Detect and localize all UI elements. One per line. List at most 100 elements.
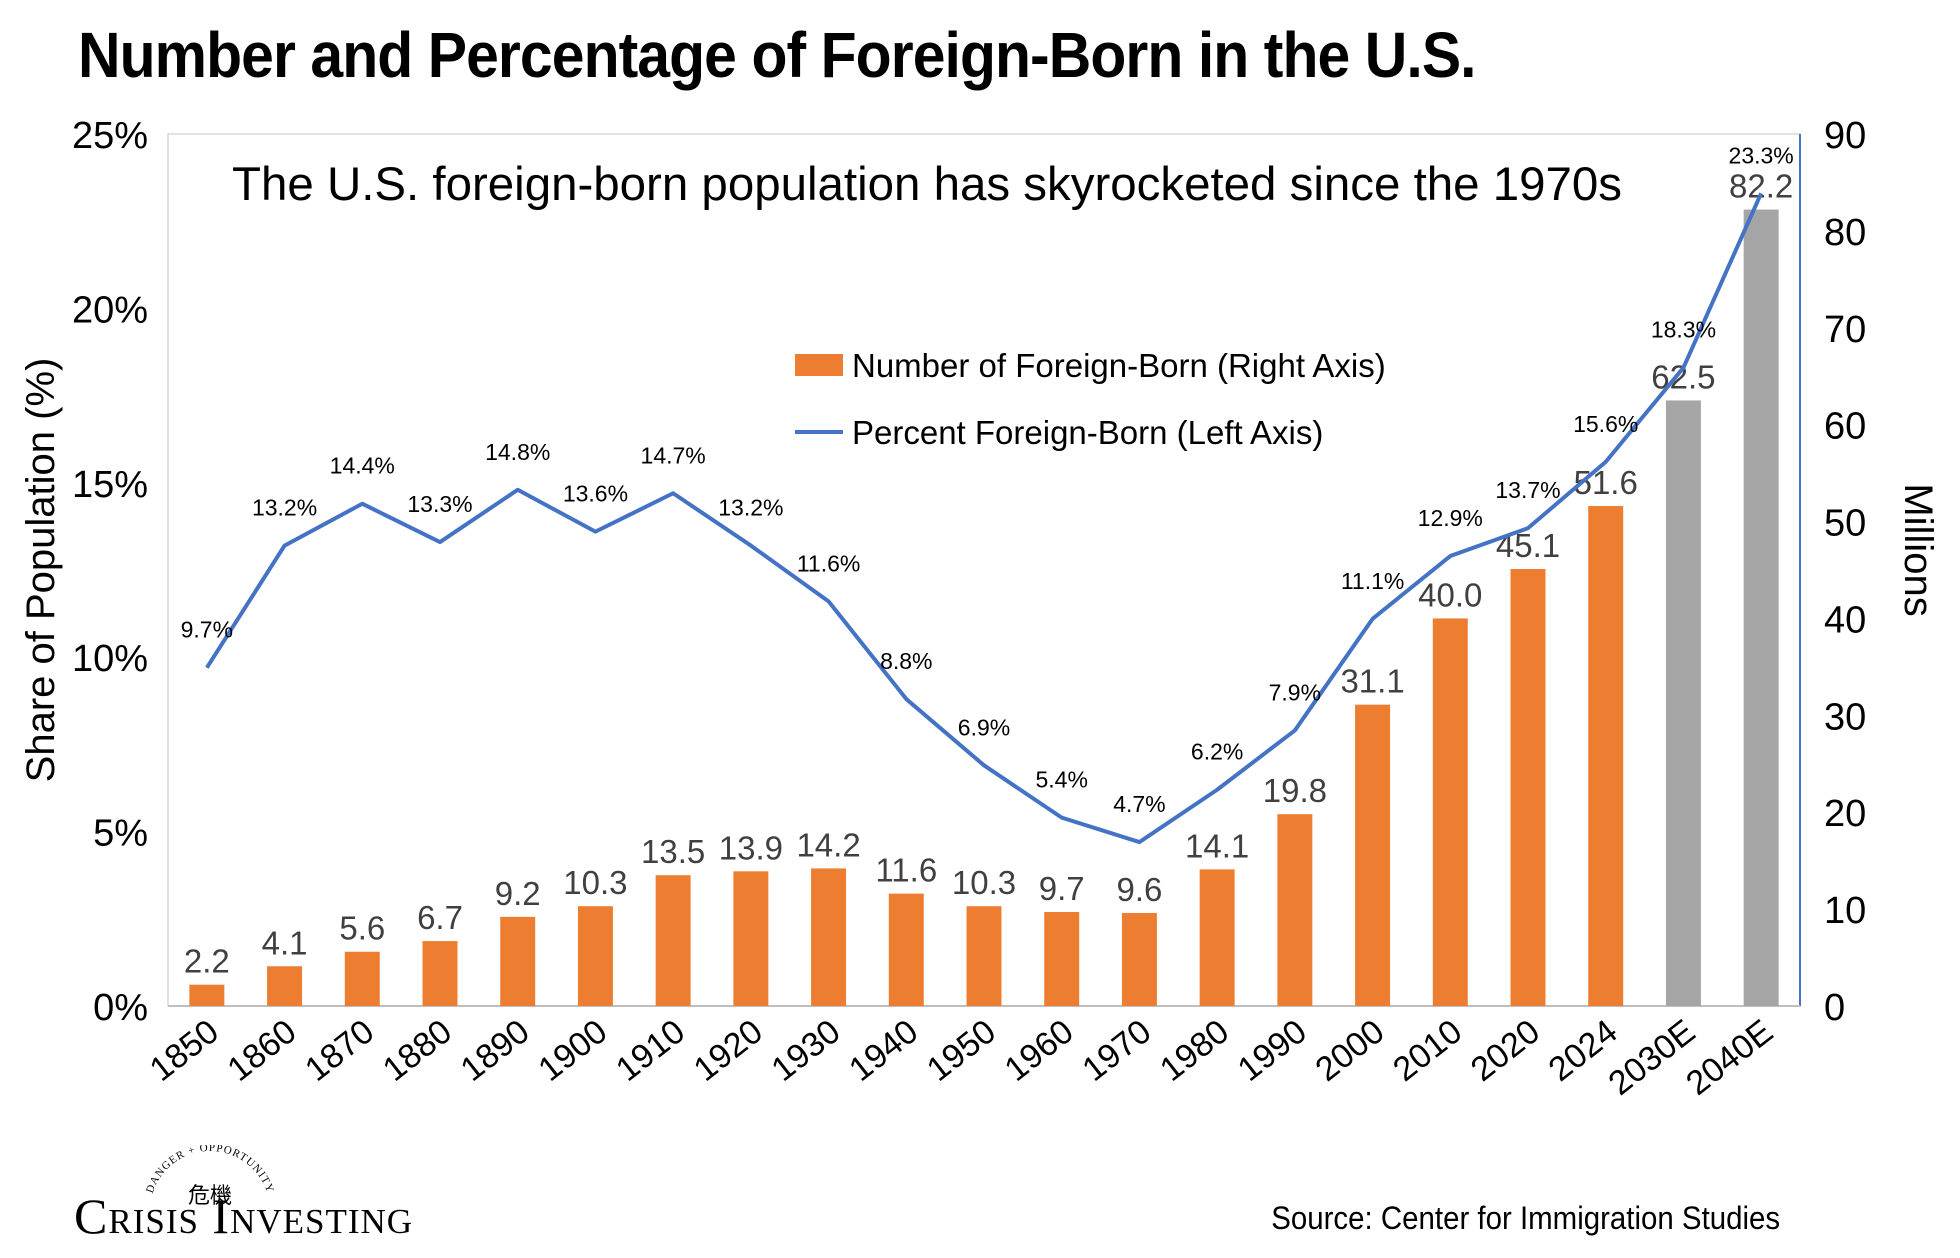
- right-tick-label: 0: [1824, 987, 1845, 1029]
- x-tick-label: 2020: [1464, 1012, 1547, 1089]
- danger-opportunity-emblem-icon: DANGER + OPPORTUNITY 危機: [144, 1145, 275, 1209]
- legend-swatch-bars: [795, 354, 843, 376]
- x-tick-label: 1920: [687, 1012, 770, 1089]
- x-tick-label: 1940: [842, 1012, 925, 1089]
- line-value-label: 5.4%: [1035, 767, 1087, 793]
- bar-labels-layer: 2.2 4.1 5.6 6.7 9.2 10.3 13.5 13.9 14.2 11.6 10.3 9…: [184, 168, 1793, 980]
- x-tick-label: 2040E: [1679, 1012, 1780, 1102]
- x-tick-label: 1990: [1231, 1012, 1314, 1089]
- bar-value-label: 10.3: [952, 864, 1016, 901]
- legend-label-line: Percent Foreign-Born (Left Axis): [852, 414, 1323, 451]
- line-value-label: 13.2%: [718, 495, 783, 521]
- x-tick-label: 1880: [376, 1012, 459, 1089]
- line-value-label: 14.7%: [641, 442, 706, 468]
- bar-1990: [1277, 814, 1313, 1006]
- bar-value-label: 14.2: [796, 826, 860, 863]
- line-value-label: 8.8%: [880, 648, 932, 674]
- x-tick-label: 1900: [531, 1012, 614, 1089]
- bar-1980: [1199, 869, 1235, 1006]
- bar-value-label: 13.5: [641, 833, 705, 870]
- line-value-label: 4.7%: [1113, 791, 1165, 817]
- bar-1890: [500, 916, 536, 1006]
- line-value-label: 18.3%: [1651, 317, 1716, 343]
- bar-value-label: 6.7: [417, 899, 463, 936]
- bar-value-label: 4.1: [262, 924, 308, 961]
- bar-value-label: 82.2: [1729, 168, 1793, 205]
- right-tick-label: 80: [1824, 212, 1866, 254]
- line-value-label: 6.2%: [1191, 739, 1243, 765]
- line-labels-layer: 9.7% 13.2% 14.4% 13.3% 14.8% 13.6% 14.7% 13.2% 1…: [181, 142, 1794, 817]
- left-tick-label: 0%: [93, 987, 148, 1029]
- line-value-label: 13.2%: [252, 495, 317, 521]
- line-layer: [205, 192, 1763, 845]
- x-tick-label: 2030E: [1601, 1012, 1702, 1102]
- line-value-label: 13.7%: [1495, 477, 1560, 503]
- bar-1940: [888, 893, 924, 1006]
- bar-1970: [1121, 912, 1157, 1006]
- logo-wordmark: Crisis Investing: [74, 1188, 414, 1244]
- right-tick-label: 20: [1824, 793, 1866, 835]
- chart-subtitle: The U.S. foreign-born population has sky…: [232, 157, 1622, 210]
- bar-1910: [655, 875, 691, 1006]
- left-tick-label: 10%: [72, 638, 148, 680]
- bar-value-label: 2.2: [184, 943, 230, 980]
- x-tick-label: 2010: [1386, 1012, 1469, 1089]
- line-value-label: 15.6%: [1573, 411, 1638, 437]
- chart-title: Number and Percentage of Foreign-Born in…: [78, 19, 1477, 91]
- line-value-label: 12.9%: [1418, 505, 1483, 531]
- bar-2010: [1432, 618, 1468, 1006]
- x-tick-label: 1960: [998, 1012, 1081, 1089]
- left-tick-label: 5%: [93, 813, 148, 855]
- bar-value-label: 9.6: [1116, 871, 1162, 908]
- left-tick-label: 25%: [72, 115, 148, 157]
- bar-2020: [1510, 569, 1546, 1006]
- bar-1870: [344, 951, 380, 1006]
- bar-value-label: 10.3: [563, 864, 627, 901]
- right-axis-title: Millions: [1896, 483, 1940, 616]
- right-tick-label: 30: [1824, 696, 1866, 738]
- right-tick-label: 40: [1824, 599, 1866, 641]
- bar-2000: [1355, 704, 1391, 1006]
- bar-1950: [966, 906, 1002, 1006]
- bar-1860: [267, 966, 303, 1006]
- bar-value-label: 11.6: [875, 852, 937, 889]
- bar-value-label: 5.6: [339, 910, 385, 947]
- x-tick-label: 1860: [220, 1012, 303, 1089]
- right-tick-label: 10: [1824, 890, 1866, 932]
- line-value-label: 6.9%: [958, 714, 1010, 740]
- bar-2030E: [1665, 400, 1701, 1006]
- bar-value-label: 45.1: [1496, 527, 1560, 564]
- bar-value-label: 31.1: [1340, 663, 1404, 700]
- x-tick-label: 2000: [1308, 1012, 1391, 1089]
- bars-layer: [189, 209, 1779, 1006]
- right-tick-label: 60: [1824, 406, 1866, 448]
- bar-1960: [1044, 912, 1080, 1006]
- left-tick-label: 15%: [72, 464, 148, 506]
- x-tick-label: 1980: [1153, 1012, 1236, 1089]
- crisis-investing-logo: DANGER + OPPORTUNITY 危機 Crisis Investing: [70, 1145, 530, 1250]
- source-note: Source: Center for Immigration Studies: [1271, 1200, 1780, 1236]
- legend: Number of Foreign-Born (Right Axis) Perce…: [795, 347, 1386, 451]
- bar-2024: [1588, 506, 1624, 1006]
- x-tick-label: 1950: [920, 1012, 1003, 1089]
- bar-1880: [422, 941, 458, 1006]
- legend-label-bars: Number of Foreign-Born (Right Axis): [852, 347, 1386, 384]
- right-tick-label: 50: [1824, 503, 1866, 545]
- bar-1920: [733, 871, 769, 1006]
- bar-value-label: 14.1: [1185, 827, 1249, 864]
- line-value-label: 14.8%: [485, 439, 550, 465]
- x-tick-label: 1890: [454, 1012, 537, 1089]
- right-tick-label: 90: [1824, 115, 1866, 157]
- line-value-label: 7.9%: [1269, 679, 1321, 705]
- x-tick-label: 1870: [298, 1012, 381, 1089]
- bar-value-label: 9.2: [495, 875, 541, 912]
- left-axis-title: Share of Population (%): [19, 358, 63, 783]
- line-value-label: 9.7%: [181, 617, 233, 643]
- bar-1900: [577, 906, 613, 1006]
- left-tick-label: 20%: [72, 289, 148, 331]
- bar-value-label: 40.0: [1418, 576, 1482, 613]
- bar-value-label: 19.8: [1263, 772, 1327, 809]
- bar-1930: [811, 868, 847, 1006]
- line-value-label: 23.3%: [1729, 142, 1794, 168]
